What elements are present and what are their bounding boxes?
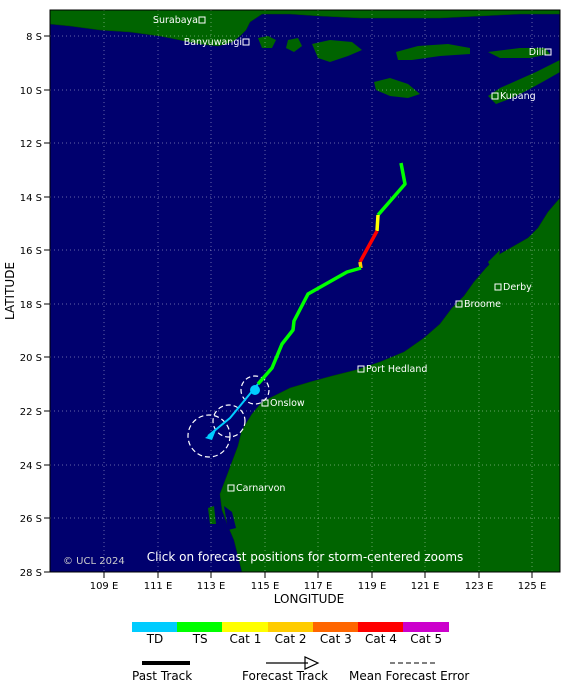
land-kimberley-tip: [488, 250, 500, 276]
forecast-error-circle: [212, 404, 246, 438]
forecast-error-circle: [240, 375, 270, 405]
city-marker: [242, 38, 250, 46]
city-marker: [357, 365, 365, 373]
land-bali: [258, 36, 276, 48]
lat-tick-label: 18 S: [20, 300, 42, 311]
lon-tick-label: 111 E: [144, 581, 173, 592]
scale-swatch: [177, 622, 224, 632]
longitude-ticks: 109 E 111 E 113 E 115 E 117 E 119 E 121 E 123 E…: [90, 572, 547, 592]
city-label: Dili: [529, 47, 544, 58]
legend-past-track: Past Track: [132, 669, 193, 683]
city-label: Port Hedland: [366, 364, 427, 375]
forecast-arrow-icon: [304, 656, 320, 670]
scale-swatch: [403, 622, 450, 632]
lat-tick-label: 8 S: [26, 32, 42, 43]
city-label: Surabaya: [153, 15, 198, 26]
city-marker: [198, 16, 206, 24]
scale-swatch: [358, 622, 404, 632]
city-label: Banyuwangi: [184, 37, 242, 48]
lat-tick-label: 10 S: [20, 86, 42, 97]
lon-tick-label: 123 E: [465, 581, 494, 592]
legend-forecast-error: Mean Forecast Error: [349, 669, 470, 683]
forecast-error-circle: [187, 414, 231, 458]
city-marker: [227, 484, 235, 492]
lat-tick-label: 24 S: [20, 461, 42, 472]
land-dirk-hartog: [208, 506, 216, 524]
lon-tick-label: 125 E: [518, 581, 547, 592]
scale-swatch: [222, 622, 269, 632]
city-label: Broome: [464, 299, 501, 310]
scale-label: TD: [146, 632, 164, 646]
city-label: Kupang: [500, 91, 536, 102]
track-segment-ts: [256, 266, 362, 386]
lon-tick-label: 117 E: [304, 581, 333, 592]
scale-swatch: [312, 622, 359, 632]
scale-swatch: [132, 622, 178, 632]
track-segment-ts: [376, 162, 407, 217]
lon-tick-label: 115 E: [251, 581, 280, 592]
lon-tick-label: 109 E: [90, 581, 119, 592]
land-flores: [396, 44, 470, 60]
lat-tick-label: 16 S: [20, 246, 42, 257]
city-marker: [491, 92, 499, 100]
y-axis-label: LATITUDE: [3, 262, 17, 320]
graticule: [50, 10, 560, 573]
lat-tick-label: 28 S: [20, 568, 42, 579]
scale-label: Cat 5: [410, 632, 443, 646]
scale-swatch: [267, 622, 314, 632]
land-timor: [488, 60, 560, 104]
scale-label: Cat 3: [319, 632, 352, 646]
storm-current-position[interactable]: [250, 385, 260, 395]
map-frame: [49, 9, 561, 573]
scale-label: Cat 2: [274, 632, 307, 646]
scale-label: Cat 1: [229, 632, 262, 646]
lon-tick-label: 121 E: [411, 581, 440, 592]
track-segment-cat4: [358, 230, 379, 263]
city-label: Carnarvon: [236, 483, 285, 494]
city-label: Derby: [503, 282, 532, 293]
legend-forecast-track: Forecast Track: [242, 669, 328, 683]
track-segment-td: [207, 383, 259, 437]
land-alor: [488, 48, 550, 58]
x-axis-label: LONGITUDE: [274, 592, 344, 606]
scale-label: Cat 4: [365, 632, 397, 646]
land-sumba: [374, 78, 420, 98]
lon-tick-label: 113 E: [197, 581, 226, 592]
land-lombok: [286, 38, 302, 52]
city-label: Onslow: [270, 398, 305, 409]
city-marker: [544, 48, 552, 56]
lon-tick-label: 119 E: [358, 581, 387, 592]
lat-tick-label: 12 S: [20, 139, 42, 150]
land-java: [49, 9, 561, 47]
latitude-ticks: 8 S 10 S 12 S 14 S 16 S 18 S 20 S 22 S 24 S 26 S 2…: [20, 32, 50, 579]
track-segment-cat1: [375, 214, 380, 232]
lat-tick-label: 22 S: [20, 407, 42, 418]
lat-tick-label: 20 S: [20, 353, 42, 364]
scale-label: TS: [192, 632, 208, 646]
city-marker: [494, 283, 502, 291]
city-marker: [455, 300, 463, 308]
zoom-hint-text: Click on forecast positions for storm-ce…: [147, 550, 464, 564]
track-arrowhead: [205, 430, 216, 440]
lat-tick-label: 14 S: [20, 193, 42, 204]
land-sumbawa: [312, 40, 362, 62]
lat-tick-label: 26 S: [20, 514, 42, 525]
copyright-text: © UCL 2024: [63, 556, 125, 567]
track-segment-cat2: [358, 261, 363, 269]
